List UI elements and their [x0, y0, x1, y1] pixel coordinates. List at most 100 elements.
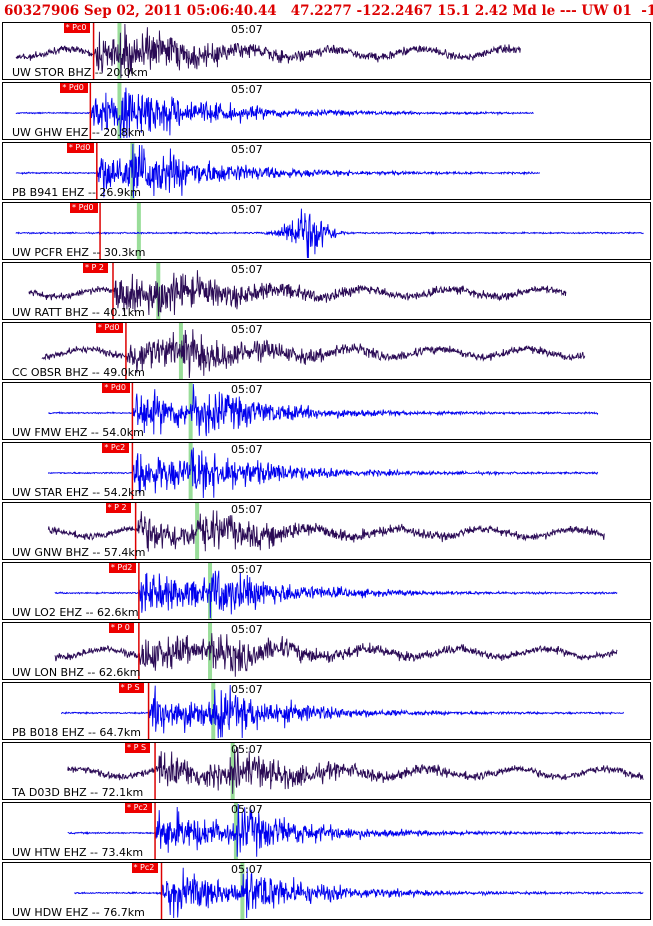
waveform-line [61, 684, 625, 739]
waveform-line [54, 570, 618, 619]
pick-tag[interactable]: * P 2 [82, 263, 108, 273]
station-label: UW LON BHZ -- 62.6km [12, 666, 141, 679]
station-label: UW STOR BHZ -- 20.0km [12, 66, 148, 79]
trace-plot [15, 203, 644, 259]
trace-panel: 05:07 * P 2 UW RATT BHZ -- 40.1km [2, 262, 651, 320]
time-tick-label: 05:07 [231, 83, 263, 96]
trace-panel: 05:07 * P S PB B018 EHZ -- 64.7km [2, 682, 651, 740]
waveform-line [15, 23, 521, 79]
station-label: UW HTW EHZ -- 73.4km [12, 846, 144, 859]
pick-tag[interactable]: * Pc2 [125, 803, 152, 813]
waveform-line [15, 143, 540, 199]
time-tick-label: 05:07 [231, 503, 263, 516]
time-tick-label: 05:07 [231, 563, 263, 576]
waveform-line [67, 746, 644, 794]
trace-plot [15, 143, 540, 199]
s-arrival-marker [117, 23, 122, 79]
trace-plot [48, 383, 599, 439]
station-label: UW GHW EHZ -- 20.8km [12, 126, 145, 139]
trace-plot [15, 23, 521, 79]
pick-tag[interactable]: * Pd0 [60, 83, 88, 93]
station-label: UW LO2 EHZ -- 62.6km [12, 606, 139, 619]
trace-plot [15, 83, 534, 139]
trace-plot [47, 443, 599, 499]
pick-tag[interactable]: * P 0 [108, 623, 134, 633]
trace-panel: 05:07 * Pd0 PB B941 EHZ -- 26.9km [2, 142, 651, 200]
station-label: CC OBSR BHZ -- 49.0km [12, 366, 145, 379]
time-tick-label: 05:07 [231, 203, 263, 216]
pick-tag[interactable]: * P S [125, 743, 151, 753]
pick-tag[interactable]: * Pd0 [95, 323, 124, 333]
trace-panel: 05:07 * Pd0 UW GHW EHZ -- 20.8km [2, 82, 651, 140]
waveform-line [74, 867, 644, 919]
station-label: UW PCFR EHZ -- 30.3km [12, 246, 146, 259]
trace-panel: 05:07 * Pc0 UW STOR BHZ -- 20.0km [2, 22, 651, 80]
pick-tag[interactable]: * Pd0 [66, 143, 95, 153]
trace-panel: 05:07 * P S TA D03D BHZ -- 72.1km [2, 742, 651, 800]
station-label: TA D03D BHZ -- 72.1km [12, 786, 144, 799]
time-tick-label: 05:07 [231, 263, 263, 276]
record-section: 05:07 * Pc0 UW STOR BHZ -- 20.0km 05:07 * Pd… [0, 22, 653, 926]
pick-tag[interactable]: * Pc2 [131, 863, 159, 873]
trace-plot [28, 263, 567, 319]
pick-tag[interactable]: * Pd0 [102, 383, 130, 393]
pick-tag[interactable]: * Pc2 [102, 443, 130, 453]
trace-plot [54, 563, 618, 619]
station-label: UW FMW EHZ -- 54.0km [12, 426, 144, 439]
waveform-line [41, 329, 586, 379]
time-tick-label: 05:07 [231, 323, 263, 336]
event-header: 60327906 Sep 02, 2011 05:06:40.44 47.227… [4, 2, 653, 20]
station-label: UW STAR EHZ -- 54.2km [12, 486, 146, 499]
station-label: UW HDW EHZ -- 76.7km [12, 906, 145, 919]
time-tick-label: 05:07 [231, 443, 263, 456]
time-tick-label: 05:07 [231, 23, 263, 36]
trace-plot [47, 503, 605, 559]
pick-tag[interactable]: * P S [118, 683, 144, 693]
s-arrival-marker [188, 383, 193, 439]
trace-panel: 05:07 * P 0 UW LON BHZ -- 62.6km [2, 622, 651, 680]
trace-plot [74, 863, 644, 919]
trace-plot [54, 623, 618, 679]
pick-tag[interactable]: * Pd0 [70, 203, 98, 213]
trace-panel: 05:07 * Pd0 CC OBSR BHZ -- 49.0km [2, 322, 651, 380]
waveform-line [54, 633, 618, 677]
trace-plot [67, 803, 644, 859]
trace-panel: 05:07 * Pc2 UW HDW EHZ -- 76.7km [2, 862, 651, 920]
trace-panel: 05:07 * Pd0 UW PCFR EHZ -- 30.3km [2, 202, 651, 260]
event-location: 47.2277 -122.2467 15.1 2.42 Md le --- UW… [290, 3, 653, 19]
time-tick-label: 05:07 [231, 743, 263, 756]
trace-plot [67, 743, 644, 799]
time-tick-label: 05:07 [231, 683, 263, 696]
trace-panel: 05:07 * Pd0 UW FMW EHZ -- 54.0km [2, 382, 651, 440]
pick-tag[interactable]: * Pc0 [63, 23, 91, 33]
s-arrival-marker [136, 203, 141, 259]
trace-panel: 05:07 * P 2 UW GNW BHZ -- 57.4km [2, 502, 651, 560]
time-tick-label: 05:07 [231, 383, 263, 396]
s-arrival-marker [117, 83, 122, 139]
waveform-line [28, 270, 567, 317]
time-tick-label: 05:07 [231, 863, 263, 876]
s-arrival-marker [230, 743, 235, 799]
trace-panel: 05:07 * Pc2 UW HTW EHZ -- 73.4km [2, 802, 651, 860]
time-tick-label: 05:07 [231, 623, 263, 636]
event-id: 60327906 [4, 3, 80, 19]
event-datetime: Sep 02, 2011 05:06:40.44 [83, 3, 277, 19]
s-arrival-marker [156, 263, 161, 319]
station-label: UW RATT BHZ -- 40.1km [12, 306, 145, 319]
time-tick-label: 05:07 [231, 143, 263, 156]
waveform-line [15, 208, 644, 259]
s-arrival-marker [233, 803, 238, 859]
time-tick-label: 05:07 [231, 803, 263, 816]
pick-tag[interactable]: * Pd2 [108, 563, 137, 573]
station-label: PB B941 EHZ -- 26.9km [12, 186, 141, 199]
trace-panel: 05:07 * Pd2 UW LO2 EHZ -- 62.6km [2, 562, 651, 620]
station-label: PB B018 EHZ -- 64.7km [12, 726, 141, 739]
waveform-line [47, 510, 605, 552]
pick-tag[interactable]: * P 2 [105, 503, 131, 513]
waveform-line [48, 383, 599, 437]
station-label: UW GNW BHZ -- 57.4km [12, 546, 146, 559]
trace-panel: 05:07 * Pc2 UW STAR EHZ -- 54.2km [2, 442, 651, 500]
waveform-line [15, 87, 534, 139]
waveform-line [47, 447, 599, 499]
waveform-line [67, 803, 644, 857]
